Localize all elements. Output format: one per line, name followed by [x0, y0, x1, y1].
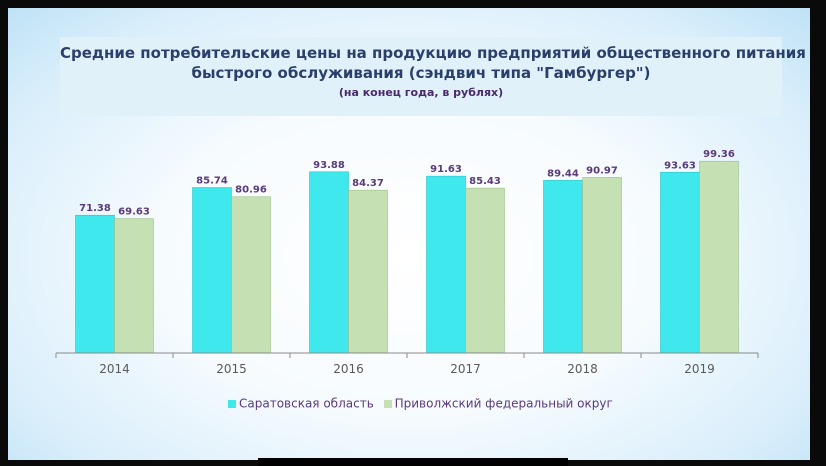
- legend-label-saratov: Саратовская область: [239, 396, 374, 411]
- chart-title-line1: Средние потребительские цены на продукци…: [60, 44, 806, 62]
- value-label-saratov-2019: 93.63: [664, 160, 696, 171]
- bar-chart: 71.38 69.63 2014 85.74 80.96 2015 93.88 84.37 20…: [55, 149, 759, 376]
- legend-swatch-saratov: [228, 399, 236, 408]
- bar-saratov-2015: [192, 187, 232, 354]
- value-label-privolzhsky-2015: 80.96: [235, 185, 267, 196]
- value-label-saratov-2017: 91.63: [430, 164, 462, 175]
- x-tick-label-2014: 2014: [99, 362, 130, 376]
- bar-saratov-2018: [543, 180, 583, 354]
- title-box: Средние потребительские цены на продукци…: [60, 37, 806, 116]
- legend-label-privolzhsky: Приволжский федеральный округ: [394, 396, 613, 411]
- value-label-saratov-2016: 93.88: [313, 160, 345, 171]
- value-label-privolzhsky-2018: 90.97: [586, 165, 618, 176]
- bar-saratov-2016: [309, 171, 349, 354]
- chart-subtitle: (на конец года, в рублях): [338, 86, 504, 99]
- value-label-privolzhsky-2014: 69.63: [118, 207, 150, 218]
- bar-privolzhsky-2019: [699, 160, 739, 354]
- bar-saratov-2019: [660, 171, 700, 354]
- bar-privolzhsky-2017: [465, 187, 505, 354]
- value-label-saratov-2015: 85.74: [196, 176, 228, 187]
- x-tick-label-2017: 2017: [450, 362, 481, 376]
- chart-title-line2: быстрого обслуживания (сэндвич типа "Гам…: [191, 64, 651, 82]
- legend: Саратовская область Приволжский федераль…: [228, 396, 619, 414]
- x-tick-label-2018: 2018: [567, 362, 598, 376]
- bar-saratov-2017: [426, 175, 466, 354]
- bar-privolzhsky-2015: [231, 196, 271, 354]
- bar-privolzhsky-2016: [348, 189, 388, 354]
- value-label-privolzhsky-2017: 85.43: [469, 176, 501, 187]
- slide: Средние потребительские цены на продукци…: [8, 8, 810, 460]
- x-tick-label-2019: 2019: [684, 362, 715, 376]
- value-label-privolzhsky-2016: 84.37: [352, 178, 384, 189]
- x-tick-label-2016: 2016: [333, 362, 364, 376]
- bottom-bar: [258, 458, 568, 466]
- value-label-privolzhsky-2019: 99.36: [703, 149, 735, 160]
- legend-swatch-privolzhsky: [383, 399, 392, 408]
- bar-privolzhsky-2018: [582, 177, 622, 354]
- x-tick-label-2015: 2015: [216, 362, 247, 376]
- value-label-saratov-2018: 89.44: [547, 168, 579, 179]
- legend-item-privolzhsky: Приволжский федеральный округ: [383, 396, 613, 411]
- bar-privolzhsky-2014: [114, 218, 154, 354]
- bar-saratov-2014: [75, 214, 115, 354]
- legend-item-saratov: Саратовская область: [228, 396, 374, 411]
- value-label-saratov-2014: 71.38: [79, 203, 111, 214]
